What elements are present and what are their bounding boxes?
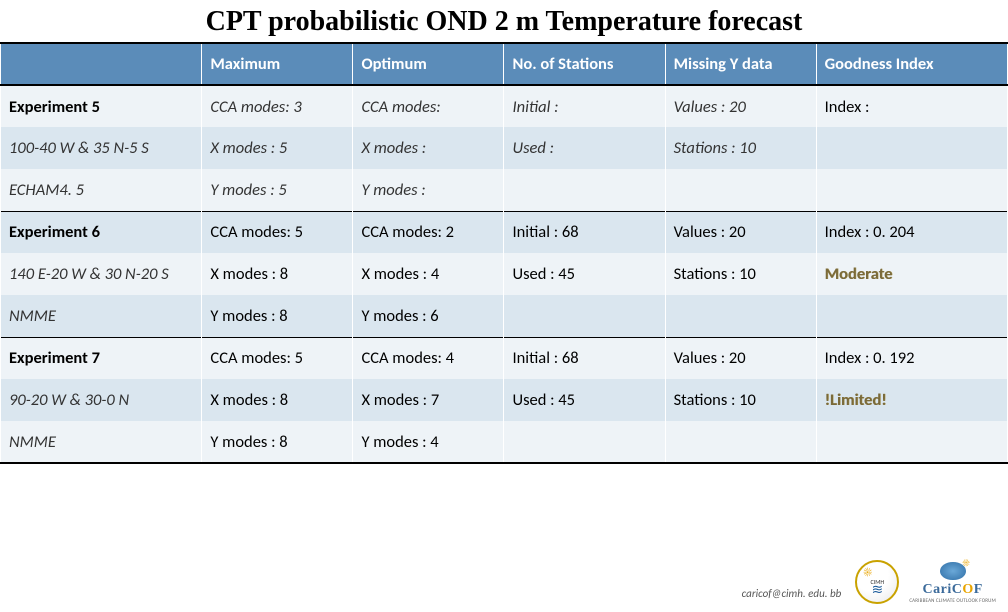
table-cell: [665, 421, 816, 463]
table-cell: [665, 169, 816, 211]
table-cell: [816, 127, 1007, 169]
table-cell: Y modes : 4: [353, 421, 504, 463]
table-row: Experiment 7CCA modes: 5CCA modes: 4Init…: [1, 337, 1008, 379]
table-row: Experiment 6CCA modes: 5CCA modes: 2Init…: [1, 211, 1008, 253]
row-header-cell: 90-20 W & 30-0 N: [1, 379, 202, 421]
table-cell: CCA modes: 2: [353, 211, 504, 253]
caricof-logo-subtext: CARIBBEAN CLIMATE OUTLOOK FORUM: [909, 598, 996, 604]
table-cell: Index : 0. 192: [816, 337, 1007, 379]
table-cell: Used : 45: [504, 253, 665, 295]
table-row: 100-40 W & 35 N-5 SX modes : 5X modes :U…: [1, 127, 1008, 169]
table-cell: Stations : 10: [665, 127, 816, 169]
table-cell: [504, 421, 665, 463]
table-cell: X modes : 4: [353, 253, 504, 295]
table-cell: X modes : 8: [202, 253, 353, 295]
col-header-goodness: Goodness Index: [816, 43, 1007, 85]
row-header-cell: ECHAM4. 5: [1, 169, 202, 211]
row-header-cell: NMME: [1, 295, 202, 337]
table-cell: Y modes : 8: [202, 421, 353, 463]
table-row: 90-20 W & 30-0 NX modes : 8X modes : 7Us…: [1, 379, 1008, 421]
table-cell: Y modes :: [353, 169, 504, 211]
table-cell: X modes : 8: [202, 379, 353, 421]
table-cell: CCA modes: 5: [202, 337, 353, 379]
footer: caricof@cimh. edu. bb CIMH CariCOF CARIB…: [742, 560, 996, 604]
table-cell: X modes : 5: [202, 127, 353, 169]
table-row: NMMEY modes : 8Y modes : 6: [1, 295, 1008, 337]
table-cell: CCA modes:: [353, 85, 504, 127]
table-body: Experiment 5CCA modes: 3CCA modes:Initia…: [1, 85, 1008, 463]
table-row: NMMEY modes : 8Y modes : 4: [1, 421, 1008, 463]
cimh-logo-icon: CIMH: [855, 560, 899, 604]
footer-email: caricof@cimh. edu. bb: [742, 587, 842, 600]
table-cell: Initial :: [504, 85, 665, 127]
table-cell: [816, 169, 1007, 211]
table-cell: Initial : 68: [504, 337, 665, 379]
table-cell: X modes :: [353, 127, 504, 169]
table-cell: X modes : 7: [353, 379, 504, 421]
table-cell: CCA modes: 5: [202, 211, 353, 253]
row-header-cell: 100-40 W & 35 N-5 S: [1, 127, 202, 169]
table-cell: [816, 421, 1007, 463]
table-cell: Y modes : 6: [353, 295, 504, 337]
table-cell: Moderate: [816, 253, 1007, 295]
table-cell: Stations : 10: [665, 253, 816, 295]
table-cell: Y modes : 8: [202, 295, 353, 337]
page-title: CPT probabilistic OND 2 m Temperature fo…: [0, 0, 1008, 42]
table-cell: CCA modes: 4: [353, 337, 504, 379]
table-row: ECHAM4. 5Y modes : 5Y modes :: [1, 169, 1008, 211]
table-cell: Index : 0. 204: [816, 211, 1007, 253]
table-cell: [816, 295, 1007, 337]
table-cell: CCA modes: 3: [202, 85, 353, 127]
table-row: Experiment 5CCA modes: 3CCA modes:Initia…: [1, 85, 1008, 127]
table-header-row: Maximum Optimum No. of Stations Missing …: [1, 43, 1008, 85]
table-cell: Initial : 68: [504, 211, 665, 253]
col-header-missing: Missing Y data: [665, 43, 816, 85]
table-cell: [665, 295, 816, 337]
table-cell: !Limited!: [816, 379, 1007, 421]
slide: CPT probabilistic OND 2 m Temperature fo…: [0, 0, 1008, 612]
row-header-cell: 140 E-20 W & 30 N-20 S: [1, 253, 202, 295]
row-header-cell: NMME: [1, 421, 202, 463]
table-cell: Index :: [816, 85, 1007, 127]
caricof-logo: CariCOF CARIBBEAN CLIMATE OUTLOOK FORUM: [909, 560, 996, 604]
col-header-empty: [1, 43, 202, 85]
table-cell: Stations : 10: [665, 379, 816, 421]
table-cell: [504, 169, 665, 211]
globe-icon: [940, 562, 966, 580]
table-cell: Values : 20: [665, 85, 816, 127]
row-header-cell: Experiment 7: [1, 337, 202, 379]
cimh-logo-label: CIMH: [870, 578, 886, 586]
row-header-cell: Experiment 6: [1, 211, 202, 253]
row-header-cell: Experiment 5: [1, 85, 202, 127]
col-header-optimum: Optimum: [353, 43, 504, 85]
table-cell: [504, 295, 665, 337]
caricof-logo-text: CariCOF: [923, 582, 983, 598]
table-cell: Y modes : 5: [202, 169, 353, 211]
table-cell: Values : 20: [665, 211, 816, 253]
col-header-maximum: Maximum: [202, 43, 353, 85]
col-header-stations: No. of Stations: [504, 43, 665, 85]
table-cell: Values : 20: [665, 337, 816, 379]
table-row: 140 E-20 W & 30 N-20 SX modes : 8X modes…: [1, 253, 1008, 295]
table-cell: Used :: [504, 127, 665, 169]
table-cell: Used : 45: [504, 379, 665, 421]
forecast-table: Maximum Optimum No. of Stations Missing …: [0, 42, 1008, 464]
